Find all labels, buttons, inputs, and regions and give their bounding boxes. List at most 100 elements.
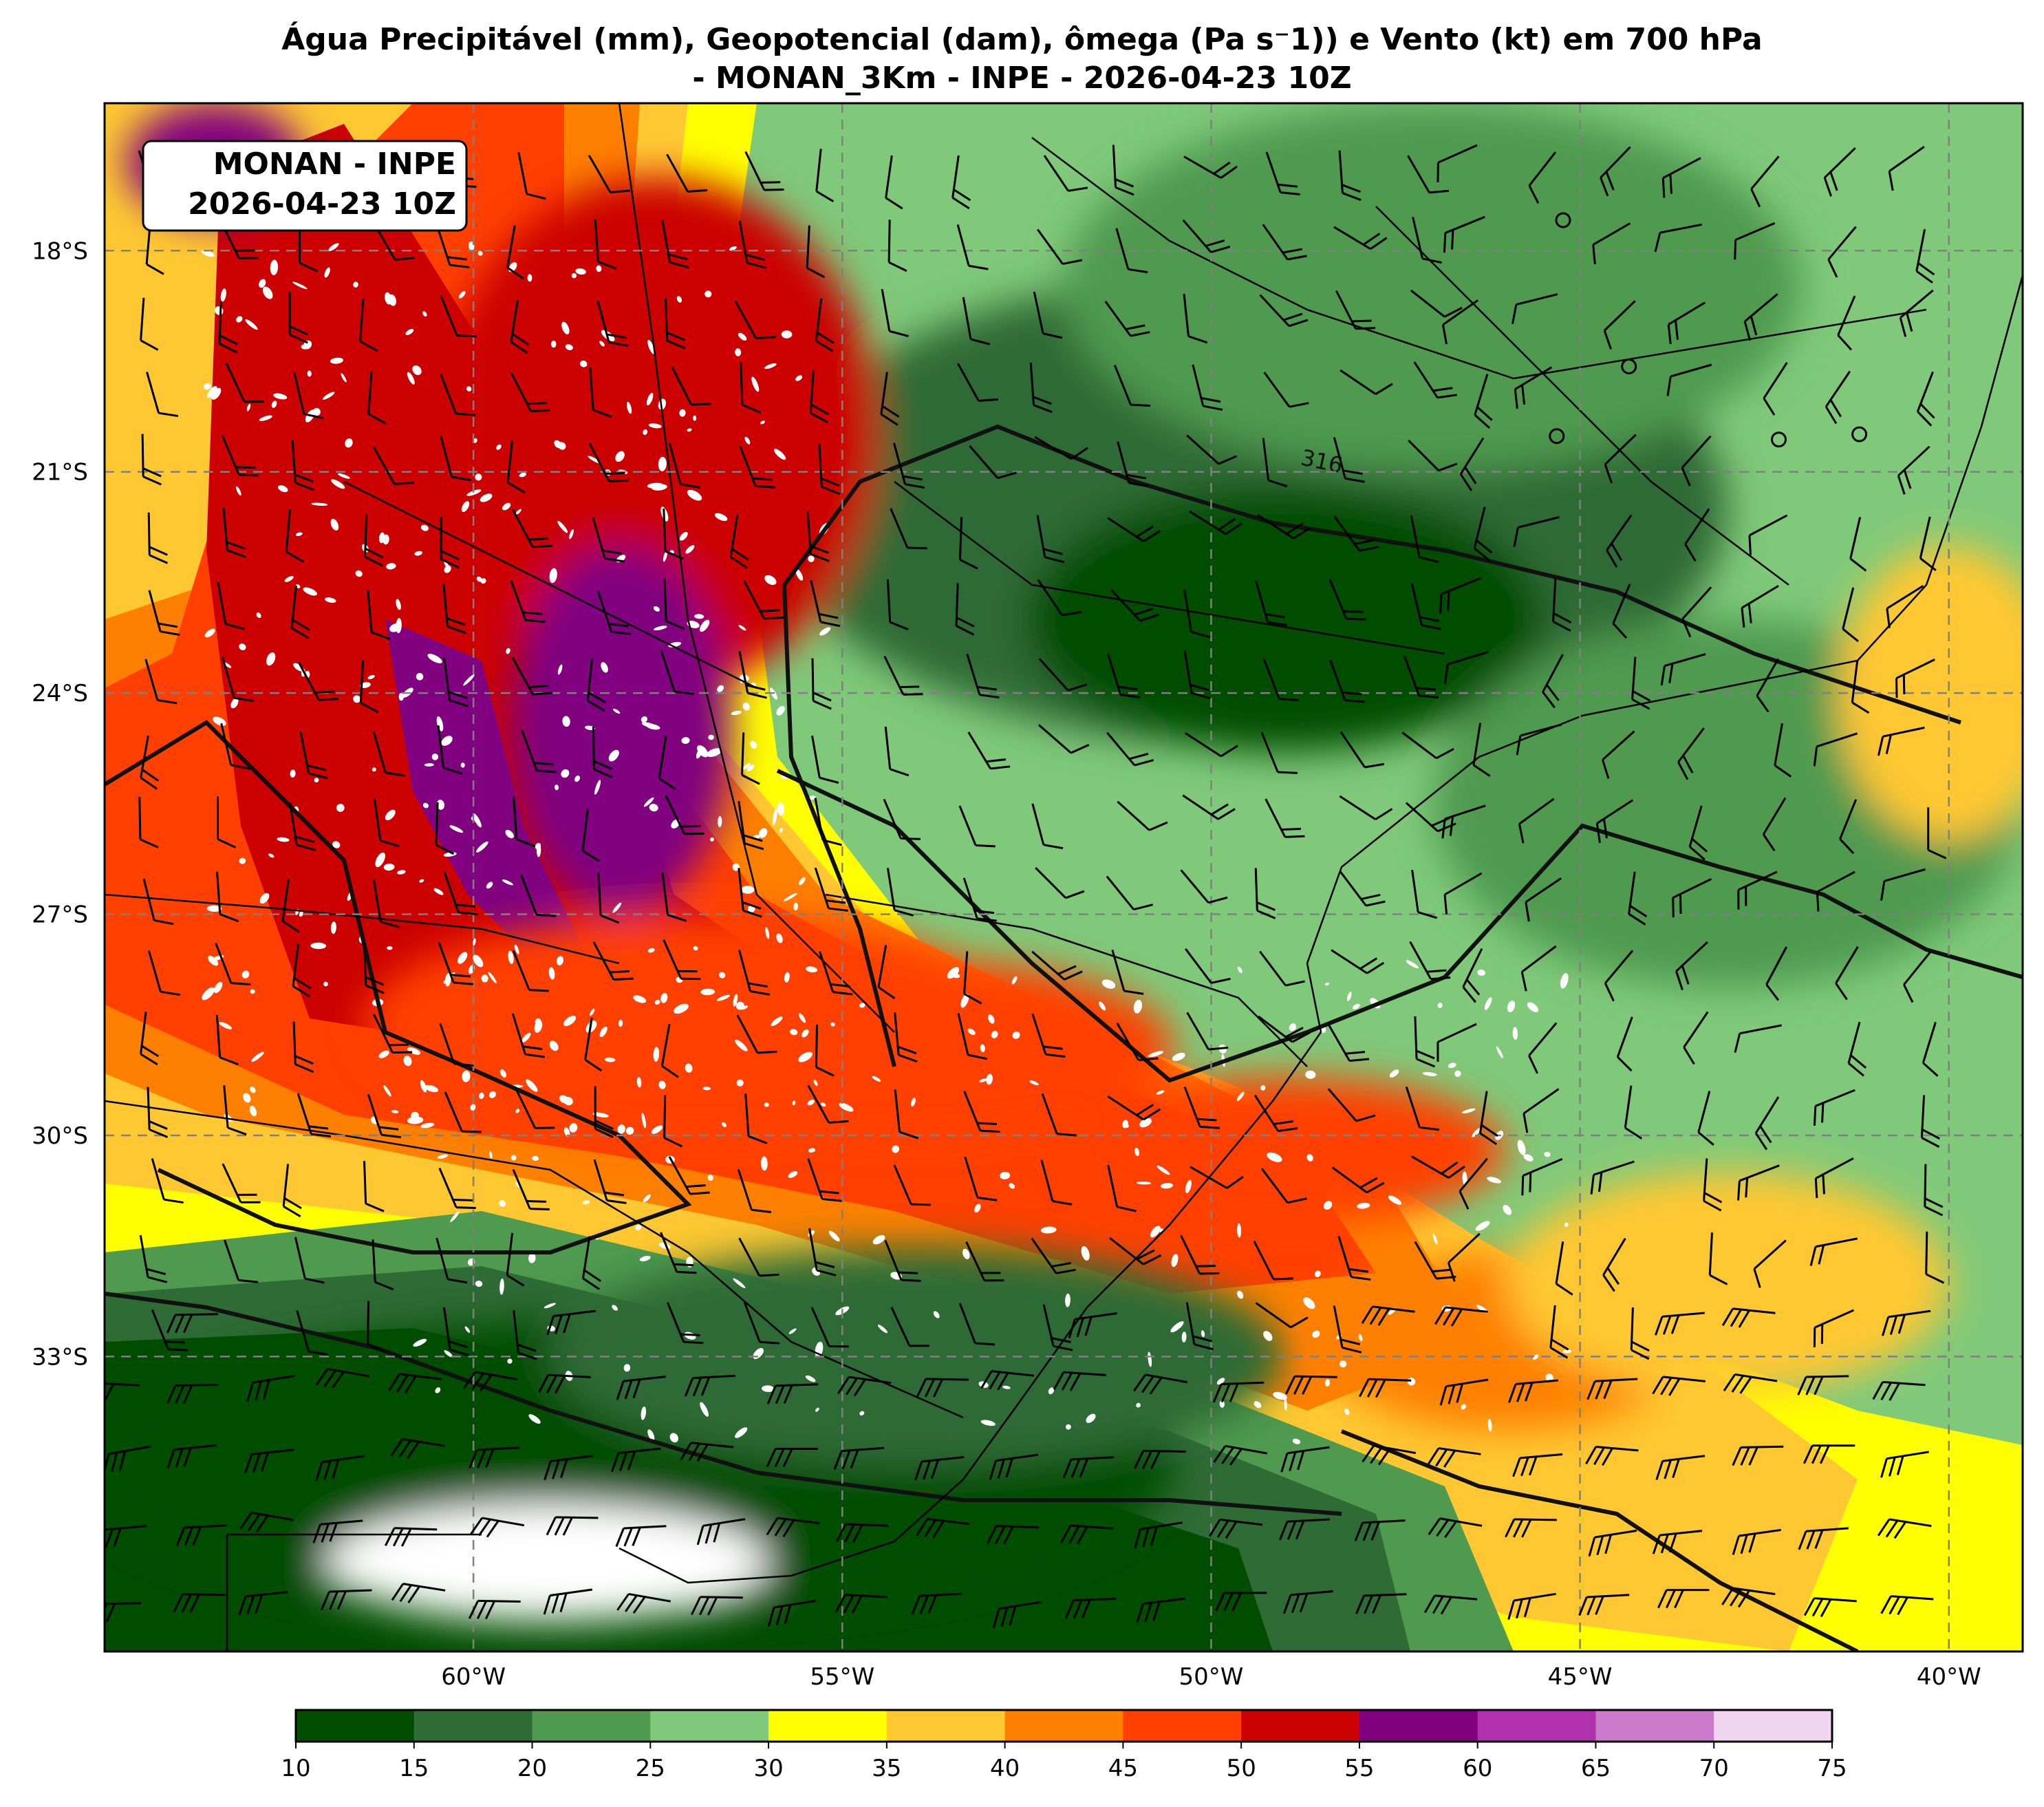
- wind-barb: [671, 366, 711, 406]
- colorbar-tick-label: 70: [1699, 1755, 1729, 1782]
- pw-speckle: [396, 870, 406, 875]
- wind-barb: [359, 660, 379, 714]
- wind-barb: [1253, 1241, 1293, 1281]
- wind-barb: [297, 661, 339, 701]
- wind-barb: [1520, 945, 1557, 992]
- colorbar-tick-label: 40: [990, 1755, 1020, 1782]
- wind-barb: [321, 1589, 372, 1611]
- colorbar-tick-label: 75: [1817, 1755, 1847, 1782]
- pw-speckle: [422, 311, 427, 317]
- pw-speckle: [1148, 1351, 1152, 1367]
- pw-speckle: [647, 1429, 655, 1441]
- latitude-tick-label: 24°S: [32, 680, 88, 707]
- pw-speckle: [444, 565, 451, 573]
- wind-barb: [660, 650, 695, 695]
- pw-speckle: [1156, 1090, 1165, 1095]
- wind-barb: [1339, 795, 1393, 821]
- pw-speckle: [761, 1156, 768, 1171]
- wind-barb: [1886, 585, 1924, 628]
- wind-barb: [510, 372, 551, 412]
- wind-barb: [147, 512, 169, 564]
- wind-barb: [1183, 589, 1211, 639]
- wind-barb: [734, 300, 776, 340]
- wind-barb: [1657, 1589, 1710, 1609]
- wind-barb: [147, 1087, 169, 1138]
- wind-barb: [1411, 870, 1438, 919]
- wind-barb: [1133, 1449, 1186, 1470]
- wind-barb: [1552, 579, 1572, 632]
- colorbar-swatch: [1359, 1710, 1478, 1742]
- wind-barb: [1328, 579, 1366, 621]
- pw-speckle: [561, 321, 570, 334]
- wind-barb: [1518, 798, 1555, 844]
- pw-speckle: [647, 948, 655, 953]
- pw-speckle: [795, 568, 804, 581]
- wind-barb: [691, 1596, 743, 1616]
- pw-speckle: [548, 967, 555, 980]
- pw-speckle: [462, 1070, 471, 1082]
- wind-barb: [1549, 1305, 1569, 1359]
- wind-barb: [616, 1592, 671, 1614]
- wind-barb: [437, 725, 463, 775]
- pw-speckle: [1012, 1031, 1020, 1039]
- pw-speckle: [1139, 1118, 1152, 1128]
- wind-barb: [1060, 1524, 1114, 1545]
- wind-barb: [1068, 1312, 1118, 1338]
- pw-speckle: [1254, 1401, 1262, 1409]
- wind-barb: [1851, 660, 1870, 714]
- wind-barb: [1512, 1453, 1563, 1477]
- pw-speckle: [262, 286, 273, 299]
- wind-barb: [1737, 1164, 1780, 1201]
- pw-speckle: [330, 518, 339, 531]
- pw-speckle: [278, 485, 288, 493]
- pw-speckle: [338, 473, 350, 479]
- wind-barb: [1924, 1164, 1944, 1217]
- wind-barb: [1925, 1231, 1945, 1284]
- pw-speckle: [599, 341, 605, 347]
- pw-speckle: [559, 1095, 570, 1104]
- pw-speckle: [663, 550, 667, 562]
- wind-barb: [217, 581, 245, 630]
- wind-barb: [957, 363, 999, 403]
- wind-barb: [1595, 799, 1634, 844]
- wind-barb: [887, 220, 907, 272]
- pw-speckle: [643, 429, 648, 436]
- wind-barb: [175, 1524, 227, 1547]
- wind-barb: [1031, 1013, 1066, 1058]
- pw-speckle: [788, 1328, 797, 1334]
- pw-speckle: [700, 1402, 709, 1417]
- pw-speckle: [681, 737, 690, 745]
- pw-speckle: [1237, 966, 1242, 974]
- pw-speckle: [641, 1113, 647, 1129]
- wind-barb: [506, 225, 524, 280]
- wind-barb: [105, 1525, 147, 1549]
- wind-barb: [147, 950, 181, 996]
- wind-barb: [1133, 1373, 1188, 1395]
- pw-speckle: [1389, 1069, 1399, 1078]
- pw-speckle: [1527, 1002, 1539, 1012]
- wind-barb: [1774, 723, 1792, 778]
- wind-barb: [510, 579, 546, 623]
- wind-barb: [367, 590, 391, 641]
- pw-speckle: [911, 1098, 916, 1106]
- pw-speckle: [219, 1022, 233, 1029]
- wind-barb: [581, 1236, 601, 1290]
- pw-speckle: [872, 1076, 881, 1082]
- pw-speckle: [1157, 1165, 1170, 1175]
- wind-barb: [881, 288, 909, 338]
- wind-barb: [1117, 800, 1168, 831]
- wind-barb: [442, 584, 466, 634]
- wind-barb: [738, 801, 764, 851]
- pw-speckle: [1562, 1349, 1572, 1354]
- pw-speckle: [1303, 1297, 1315, 1309]
- wind-barb: [1919, 516, 1937, 572]
- pw-speckle: [1344, 1408, 1350, 1415]
- pw-speckle: [557, 664, 563, 675]
- pw-speckle: [405, 328, 414, 336]
- wind-barb-calm: [1555, 212, 1571, 228]
- pw-speckle: [1432, 1233, 1438, 1245]
- wind-barb: [883, 655, 923, 696]
- pw-speckle: [211, 387, 222, 400]
- wind-barb: [914, 1456, 965, 1481]
- pw-speckle: [608, 749, 619, 762]
